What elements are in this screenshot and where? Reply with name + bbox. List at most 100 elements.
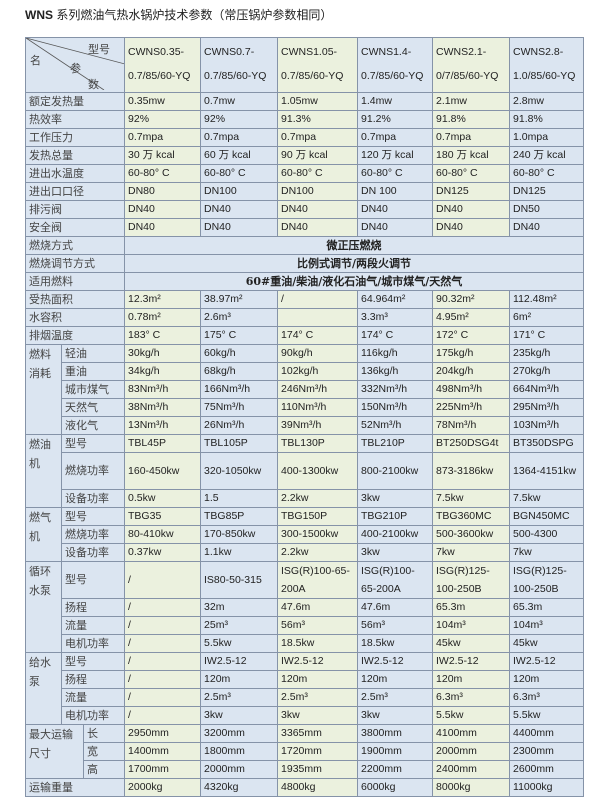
value-cell: 0.7mpa bbox=[200, 128, 279, 147]
value-cell: 90.32m² bbox=[432, 290, 511, 309]
model-header-2: CWNS1.05-0.7/85/60-YQ bbox=[277, 37, 359, 93]
sub-row-label: 重油 bbox=[60, 362, 126, 381]
value-cell: 47.6m bbox=[357, 598, 434, 617]
value-cell: ISG(R)125-100-250B bbox=[509, 561, 585, 599]
value-cell: BT350DSPG bbox=[509, 434, 585, 453]
value-cell: 2.1mw bbox=[432, 92, 511, 111]
value-cell: 91.3% bbox=[277, 110, 359, 129]
value-cell: 174° C bbox=[277, 326, 359, 345]
row-label: 工作压力 bbox=[24, 128, 126, 147]
row-label: 发热总量 bbox=[24, 146, 126, 165]
value-cell: IW2.5-12 bbox=[357, 652, 434, 671]
value-cell: 1700mm bbox=[124, 760, 202, 779]
sub-row-label: 流量 bbox=[60, 616, 126, 635]
value-cell: 13Nm³/h bbox=[124, 416, 202, 435]
value-cell: DN80 bbox=[124, 182, 202, 201]
value-cell: 3.3m³ bbox=[357, 308, 434, 327]
page-title: WNS 系列燃油气热水锅炉技术参数（常压锅炉参数相同） bbox=[25, 8, 333, 22]
value-cell: 5.5kw bbox=[509, 706, 585, 725]
value-cell: 60-80° C bbox=[124, 164, 202, 183]
value-cell: 60-80° C bbox=[357, 164, 434, 183]
group-label: 燃气机 bbox=[25, 507, 62, 562]
value-cell: DN40 bbox=[124, 218, 202, 237]
row-label: 排污阀 bbox=[24, 200, 126, 219]
value-cell: 104m³ bbox=[432, 616, 511, 635]
value-cell: 47.6m bbox=[277, 598, 359, 617]
row-label: 安全阀 bbox=[24, 218, 126, 237]
row-label: 热效率 bbox=[24, 110, 126, 129]
value-cell: 240 万 kcal bbox=[509, 146, 585, 165]
table-row: 燃烧调节方式 比例式调节/两段火调节 bbox=[24, 254, 585, 273]
value-cell: 91.2% bbox=[357, 110, 434, 129]
value-cell: 0.5kw bbox=[124, 489, 202, 508]
table-row: 天然气 38Nm³/h 75Nm³/h 110Nm³/h 150Nm³/h 225Nm³/… bbox=[26, 398, 585, 417]
model-header-1: CWNS0.7-0.7/85/60-YQ bbox=[200, 37, 279, 93]
table-row: 流量/2.5m³ 2.5m³ 2.5m³ 6.3m³ 6.3m³ bbox=[26, 688, 585, 707]
value-cell: IW2.5-12 bbox=[200, 652, 279, 671]
value-cell: 225Nm³/h bbox=[432, 398, 511, 417]
table-row: 燃烧方式 微正压燃烧 bbox=[24, 236, 585, 255]
value-cell: DN40 bbox=[200, 218, 279, 237]
value-cell: 1.0mpa bbox=[509, 128, 585, 147]
value-cell: 45kw bbox=[509, 634, 585, 653]
table-row: 排污阀 DN40 DN40 DN40 DN40 DN40 DN50 bbox=[24, 200, 585, 219]
value-cell: 246Nm³/h bbox=[277, 380, 359, 399]
value-cell: TBL210P bbox=[357, 434, 434, 453]
value-cell: 26Nm³/h bbox=[200, 416, 279, 435]
model-header-0: CWNS0.35-0.7/85/60-YQ bbox=[124, 37, 202, 93]
value-cell: 0.7mpa bbox=[277, 128, 359, 147]
value-cell: 1720mm bbox=[277, 742, 359, 761]
diagonal-lines bbox=[26, 38, 124, 90]
value-cell: 39Nm³/h bbox=[277, 416, 359, 435]
table-row: 排烟温度 183° C 175° C 174° C 174° C 172° C 171° C bbox=[24, 326, 585, 345]
table-row: 扬程/120m 120m 120m 120m 120m bbox=[26, 670, 585, 689]
value-cell: 235kg/h bbox=[509, 344, 585, 363]
value-cell: 0.7mpa bbox=[432, 128, 511, 147]
value-cell: 52Nm³/h bbox=[357, 416, 434, 435]
row-label: 受热面积 bbox=[24, 290, 126, 309]
table-row: 液化气 13Nm³/h 26Nm³/h 39Nm³/h 52Nm³/h 78Nm³/h 10… bbox=[26, 416, 585, 435]
table-row: 受热面积 12.3m² 38.97m²/64.964m² 90.32m² 112.48m… bbox=[24, 290, 585, 309]
value-cell: 91.8% bbox=[509, 110, 585, 129]
value-cell: 4800kg bbox=[277, 778, 359, 797]
value-cell: 7kw bbox=[432, 543, 511, 562]
value-cell: 4.95m² bbox=[432, 308, 511, 327]
value-cell: 45kw bbox=[432, 634, 511, 653]
value-cell: TBG210P bbox=[357, 507, 434, 526]
value-cell: BGN450MC bbox=[509, 507, 585, 526]
value-cell: TBG360MC bbox=[432, 507, 511, 526]
value-cell: / bbox=[124, 706, 202, 725]
value-cell: DN40 bbox=[277, 218, 359, 237]
value-cell: 91.8% bbox=[432, 110, 511, 129]
sub-row-label: 型号 bbox=[60, 434, 126, 453]
group-label: 最大运输尺寸 bbox=[25, 724, 84, 779]
value-cell: 6.3m³ bbox=[432, 688, 511, 707]
value-cell: 112.48m² bbox=[509, 290, 585, 309]
value-cell: 56m³ bbox=[357, 616, 434, 635]
value-cell: 2.5m³ bbox=[200, 688, 279, 707]
table-row: 宽 1400mm 1800mm 1720mm 1900mm 2000mm 2300mm bbox=[26, 742, 585, 761]
sub-row-label: 液化气 bbox=[60, 416, 126, 435]
value-cell: BT250DSG4t bbox=[432, 434, 511, 453]
value-cell: 180 万 kcal bbox=[432, 146, 511, 165]
value-cell: / bbox=[124, 652, 202, 671]
value-cell: DN125 bbox=[509, 182, 585, 201]
value-cell: 3kw bbox=[357, 543, 434, 562]
value-cell: 1364-4151kw bbox=[509, 452, 585, 490]
sub-row-label: 流量 bbox=[60, 688, 126, 707]
value-cell: 1800mm bbox=[200, 742, 279, 761]
value-cell: 120m bbox=[277, 670, 359, 689]
value-cell: 12.3m² bbox=[124, 290, 202, 309]
table-row: 电机功率/5.5kw 18.5kw 18.5kw 45kw 45kw bbox=[26, 634, 585, 653]
value-cell: 664Nm³/h bbox=[509, 380, 585, 399]
sub-row-label: 轻油 bbox=[60, 344, 126, 363]
row-label: 排烟温度 bbox=[24, 326, 126, 345]
corner-model-label: 型号 bbox=[88, 43, 110, 56]
value-cell: 56m³ bbox=[277, 616, 359, 635]
sub-row-label: 型号 bbox=[60, 652, 126, 671]
value-cell: 2.2kw bbox=[277, 543, 359, 562]
value-cell: 2000kg bbox=[124, 778, 202, 797]
value-cell: 60-80° C bbox=[277, 164, 359, 183]
value-cell: DN125 bbox=[432, 182, 511, 201]
corner-param-label-1: 参 bbox=[70, 62, 81, 75]
